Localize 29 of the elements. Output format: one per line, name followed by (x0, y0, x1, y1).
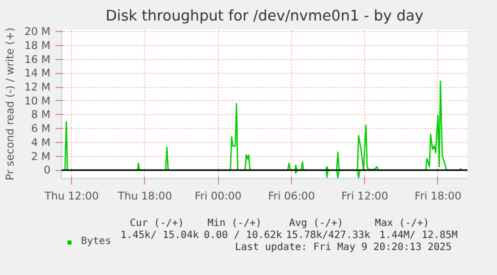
x-tick-label: Fri 12:00 (341, 190, 388, 202)
text: 1.44M/ 12.85M (379, 230, 458, 241)
text: Last update: Fri May 9 20:20:13 2025 (234, 242, 452, 253)
y-tick-label: 4 M (31, 136, 51, 149)
x-tick-label: Thu 12:00 (44, 190, 99, 202)
x-tick-label: Fri 06:00 (268, 190, 316, 202)
y-tick-label: 2 M (31, 150, 51, 163)
y-tick-label: 0 (44, 164, 51, 177)
y-tick-label: 20 M (24, 25, 51, 38)
y-tick-label: 16 M (24, 52, 51, 66)
text: Cur (-/+) (130, 218, 184, 229)
text: Min (-/+) (207, 218, 262, 229)
text: 0.00 / 10.62k (204, 230, 282, 241)
y-tick-label: 10 M (24, 94, 51, 108)
x-tick-label: Fri 00:00 (194, 190, 242, 202)
y-tick-label: 18 M (24, 38, 51, 52)
y-tick-label: 14 M (24, 66, 51, 80)
x-tick-label: Thu 18:00 (116, 190, 172, 202)
y-tick-label: 8 M (31, 108, 51, 122)
y-axis-title: Pr second read (-) / write (+) (3, 28, 16, 180)
text: 1.45k/ 15.04k (120, 230, 199, 241)
x-tick-label: Fri 18:00 (414, 190, 462, 202)
text: Avg (-/+) (289, 218, 344, 229)
y-tick-label: 6 M (31, 122, 51, 136)
text: Max (-/+) (374, 218, 430, 229)
text: 15.78k/427.33k (286, 230, 370, 241)
legend-label: Bytes (81, 236, 112, 247)
y-tick-label: 12 M (24, 80, 51, 94)
chart-title: Disk throughput for /dev/nvme0n1 - by day (106, 8, 424, 24)
